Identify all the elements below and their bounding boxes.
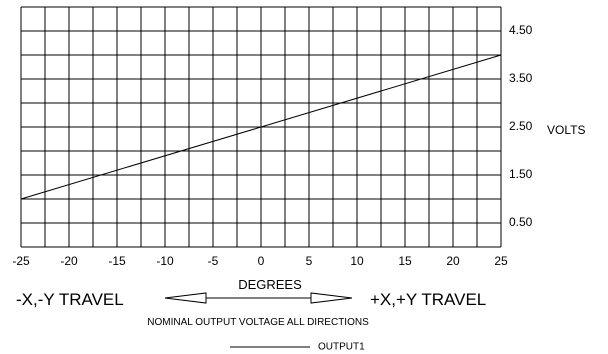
y-tick-label: 3.50 [509,71,533,85]
x-tick-label: -5 [208,254,219,268]
x-tick-label: 0 [258,254,265,268]
y-axis-label: VOLTS [547,123,585,137]
x-tick-label: -20 [60,254,78,268]
x-tick-label: 10 [350,254,364,268]
y-tick-label: 2.50 [509,119,533,133]
x-tick-label: 20 [446,254,460,268]
x-tick-label: -10 [156,254,174,268]
x-tick-label: -15 [108,254,126,268]
y-tick-labels: 4.50 3.50 2.50 1.50 0.50 [509,23,533,229]
y-tick-label: 0.50 [509,215,533,229]
chart-grid [20,6,502,248]
chart-series [20,54,502,200]
y-tick-label: 1.50 [509,167,533,181]
chart-subtitle: NOMINAL OUTPUT VOLTAGE ALL DIRECTIONS [147,317,369,328]
x-tick-labels: -25 -20 -15 -10 -5 0 5 10 15 20 25 [12,254,508,268]
right-travel-label: +X,+Y TRAVEL [370,290,486,309]
y-tick-label: 4.50 [509,23,533,37]
left-travel-label: -X,-Y TRAVEL [16,290,124,309]
series-line-output1 [20,54,502,200]
x-tick-label: 5 [306,254,313,268]
x-tick-label: -25 [12,254,30,268]
double-arrow-icon [164,292,353,304]
legend-entry-output1: OUTPUT1 [318,342,365,353]
x-tick-label: 15 [398,254,412,268]
x-tick-label: 25 [494,254,508,268]
x-axis-label: DEGREES [238,277,302,292]
